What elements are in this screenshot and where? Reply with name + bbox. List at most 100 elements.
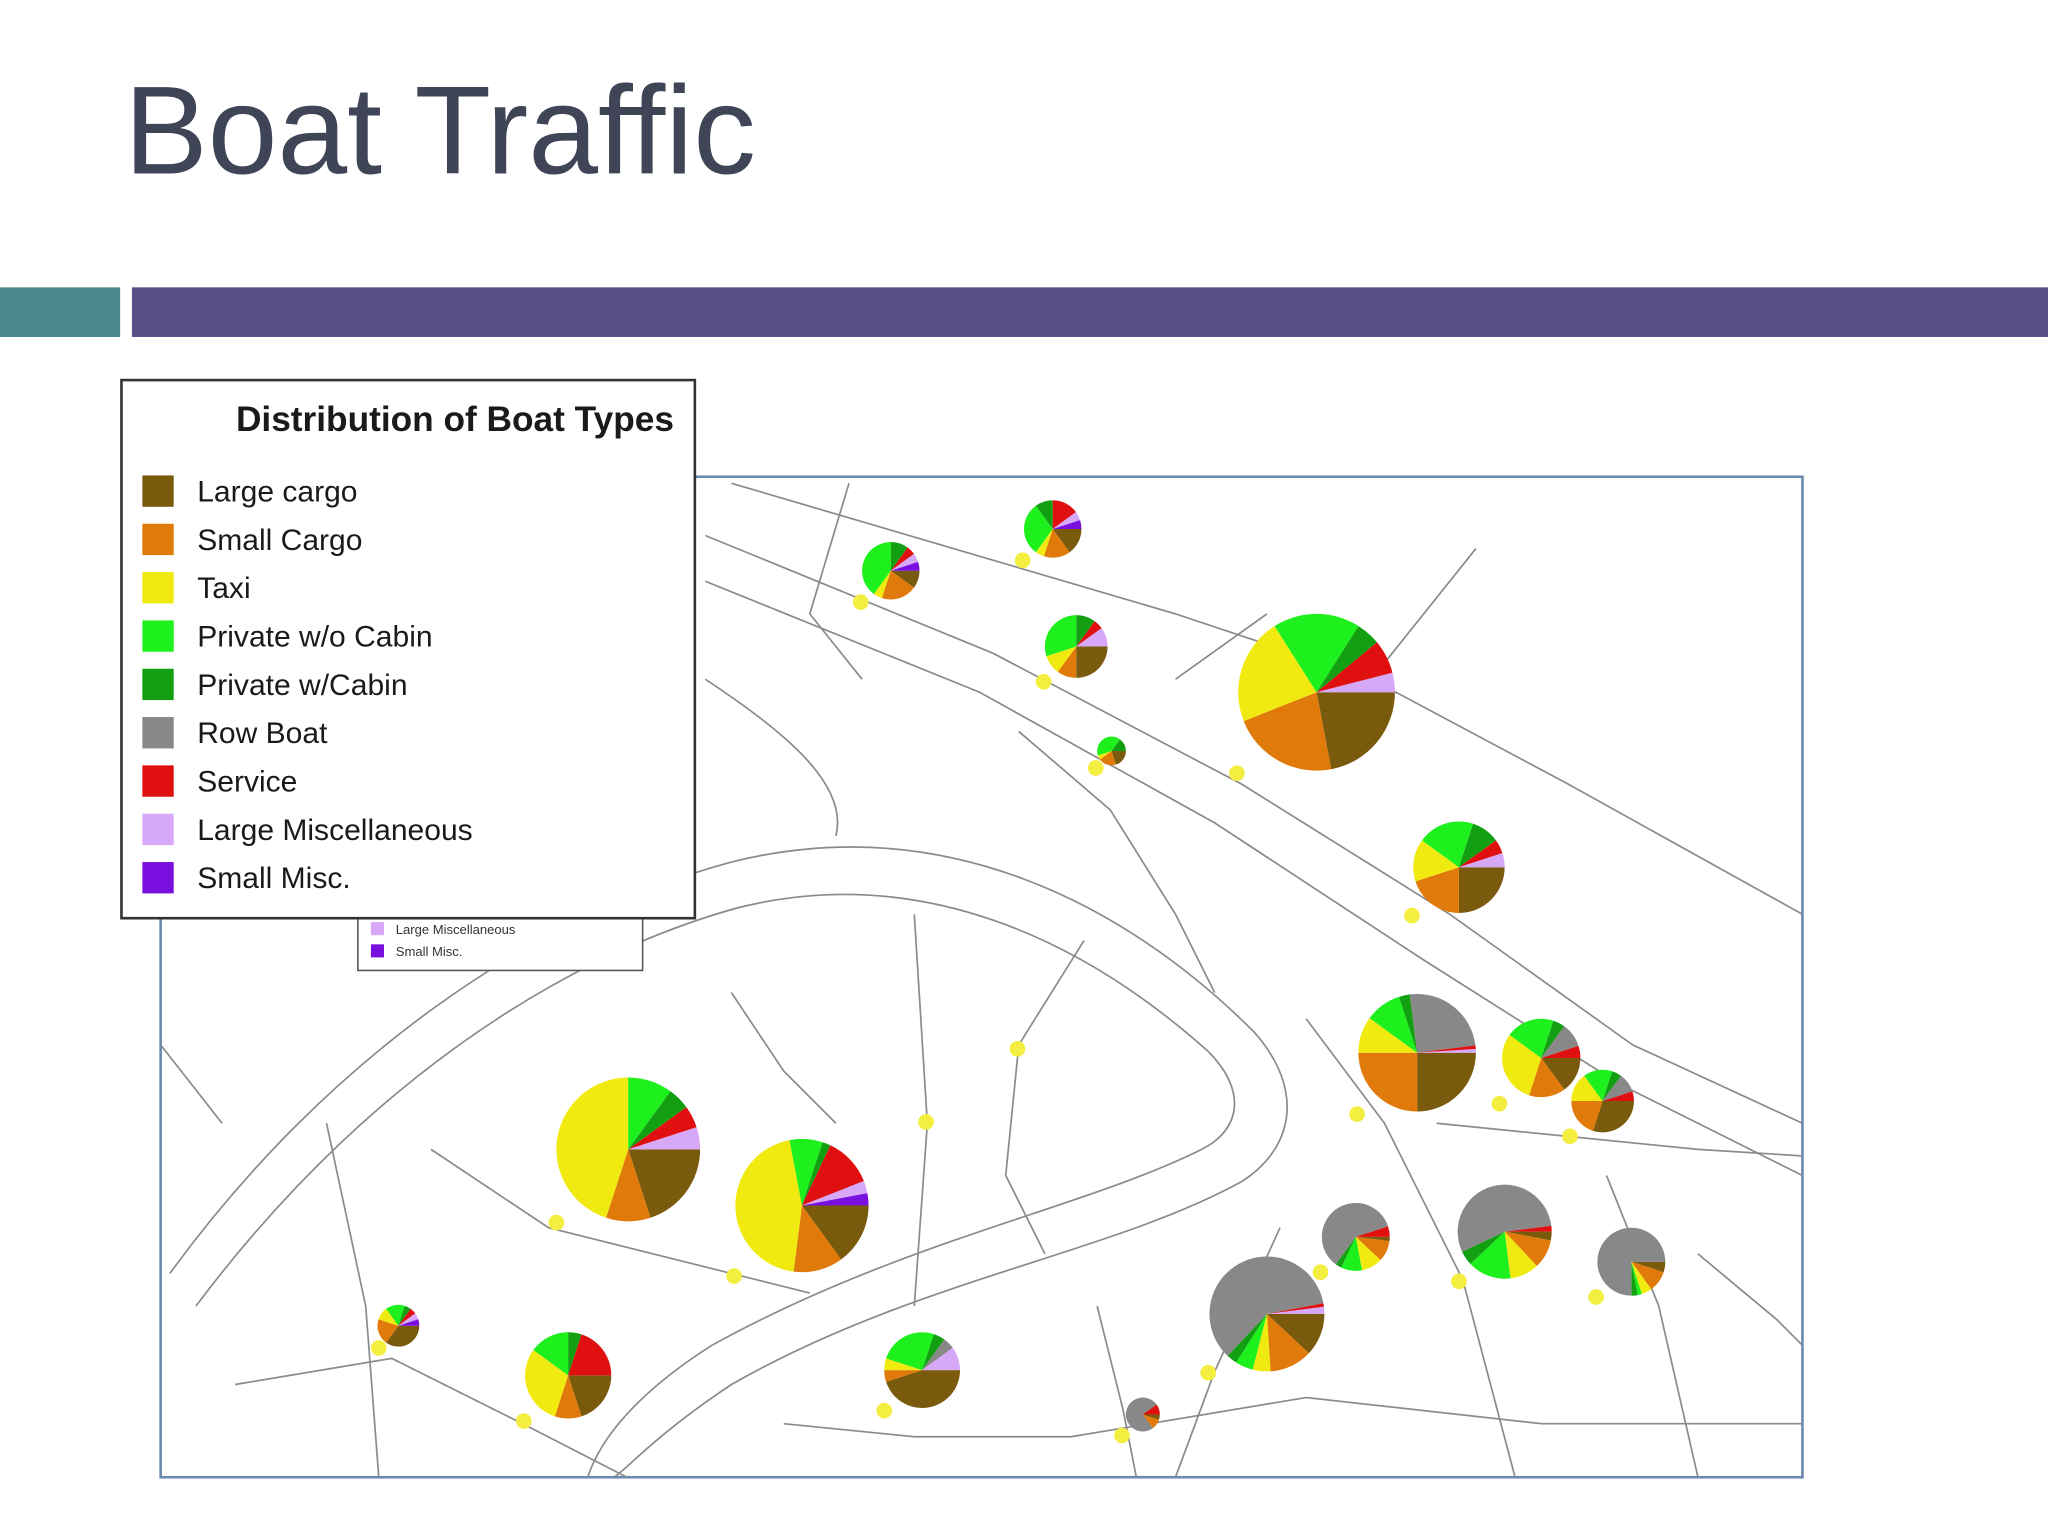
pie-slice — [533, 1332, 569, 1376]
pie-slice — [1529, 1057, 1565, 1098]
pie-slice — [1458, 823, 1496, 868]
pie-slice — [1631, 1261, 1664, 1290]
pie-slice — [1046, 646, 1077, 672]
pie-slice — [1252, 1313, 1271, 1372]
pie-slice — [1413, 840, 1459, 882]
station — [1035, 673, 1052, 690]
pies — [377, 500, 1666, 1432]
legend-swatch — [142, 862, 174, 894]
pie-slice — [1458, 867, 1505, 913]
legend-label: Taxi — [197, 572, 250, 605]
pie-slice — [1631, 1261, 1642, 1296]
pie-slice — [1504, 1225, 1552, 1232]
pie-slice — [628, 1149, 701, 1218]
station — [1014, 552, 1031, 569]
legend-label: Private w/o Cabin — [197, 621, 432, 654]
pie-slice — [1097, 736, 1120, 756]
pie-slice — [1266, 1303, 1324, 1314]
pie-slice — [606, 1149, 651, 1222]
pie-slice — [890, 570, 920, 588]
pie-slice — [884, 1370, 923, 1382]
station — [1349, 1106, 1365, 1122]
pie-slice — [1602, 1075, 1633, 1102]
pie-slice — [1052, 500, 1076, 529]
pie-slice — [1631, 1261, 1666, 1273]
station — [1312, 1264, 1329, 1280]
pie-slice — [1052, 528, 1082, 553]
legend-label: Private w/Cabin — [197, 669, 407, 702]
pie-slice — [922, 1339, 953, 1371]
pie-slice — [1358, 1018, 1418, 1053]
pie-slice — [1592, 1101, 1634, 1133]
pie-slice — [1035, 500, 1053, 529]
pie-slice — [568, 1334, 612, 1376]
station — [1114, 1427, 1130, 1444]
legend-swatch — [142, 523, 174, 556]
pie-slice — [1584, 1069, 1613, 1102]
pie-slice — [628, 1077, 671, 1150]
pie-slice — [1052, 520, 1082, 529]
pie-slice — [1602, 1091, 1634, 1102]
pie-slice — [568, 1375, 612, 1417]
pie-slice — [398, 1308, 416, 1326]
pie-slice — [1597, 1227, 1666, 1296]
pie-slice — [801, 1142, 831, 1206]
pie-slice — [1541, 1026, 1579, 1058]
station — [1562, 1128, 1578, 1145]
pie-slice — [378, 1308, 399, 1326]
pie-slice — [1571, 1101, 1603, 1131]
pie-slice — [793, 1205, 842, 1273]
station — [918, 1114, 934, 1130]
pie-slice — [398, 1305, 411, 1326]
pie-slice — [881, 570, 915, 600]
legend-label: Large Miscellaneous — [396, 922, 516, 937]
legend-swatch — [370, 944, 384, 958]
pie-slice — [386, 1325, 420, 1347]
pie-slice — [1052, 512, 1081, 529]
pie-slice — [1043, 528, 1070, 558]
station — [515, 1413, 532, 1429]
pie-slice — [1458, 840, 1503, 868]
pie-slice — [890, 542, 908, 571]
pie-slice — [1142, 1414, 1160, 1429]
pie-slice — [922, 1334, 945, 1371]
station — [1404, 907, 1420, 924]
pie-slice — [1502, 1034, 1542, 1096]
pie-slice — [556, 1077, 629, 1218]
pie-slice — [525, 1350, 569, 1417]
pie-slice — [1076, 615, 1095, 647]
pie-slice — [1470, 1231, 1511, 1279]
legend-label: Row Boat — [197, 717, 328, 750]
pie-slice — [886, 1370, 960, 1408]
pie-slice — [1415, 867, 1459, 913]
pie-slice — [1509, 1018, 1554, 1058]
pie-slice — [1057, 646, 1077, 678]
pie-slice — [377, 1319, 399, 1343]
legend-label: Small Misc. — [197, 862, 351, 895]
pie-slice — [801, 1205, 869, 1260]
pie-slice — [1409, 993, 1476, 1053]
pie-slice — [628, 1127, 701, 1150]
pie-slice — [398, 1319, 420, 1326]
pie-slice — [1417, 1049, 1476, 1053]
legend-label: Large Miscellaneous — [197, 814, 472, 847]
legend-swatch — [142, 475, 174, 507]
slide-title: Boat Traffic — [124, 60, 756, 201]
pie-slice — [801, 1145, 864, 1206]
station — [1491, 1095, 1508, 1112]
legend-swatch — [142, 765, 174, 797]
pie-slice — [398, 1313, 419, 1326]
pie-slice — [1111, 751, 1126, 765]
pie-slice — [1024, 505, 1053, 553]
pie-slice — [1097, 751, 1112, 760]
pie-slice — [1631, 1261, 1638, 1296]
legend-label: Small Cargo — [197, 524, 362, 557]
pie-slice — [890, 561, 920, 571]
legend-swatch — [142, 620, 174, 652]
pie-slice — [1462, 1231, 1505, 1264]
pie-slice — [1266, 1306, 1325, 1314]
pie-slice — [890, 547, 915, 571]
pie-slice — [1355, 1236, 1390, 1261]
station — [370, 1340, 387, 1356]
